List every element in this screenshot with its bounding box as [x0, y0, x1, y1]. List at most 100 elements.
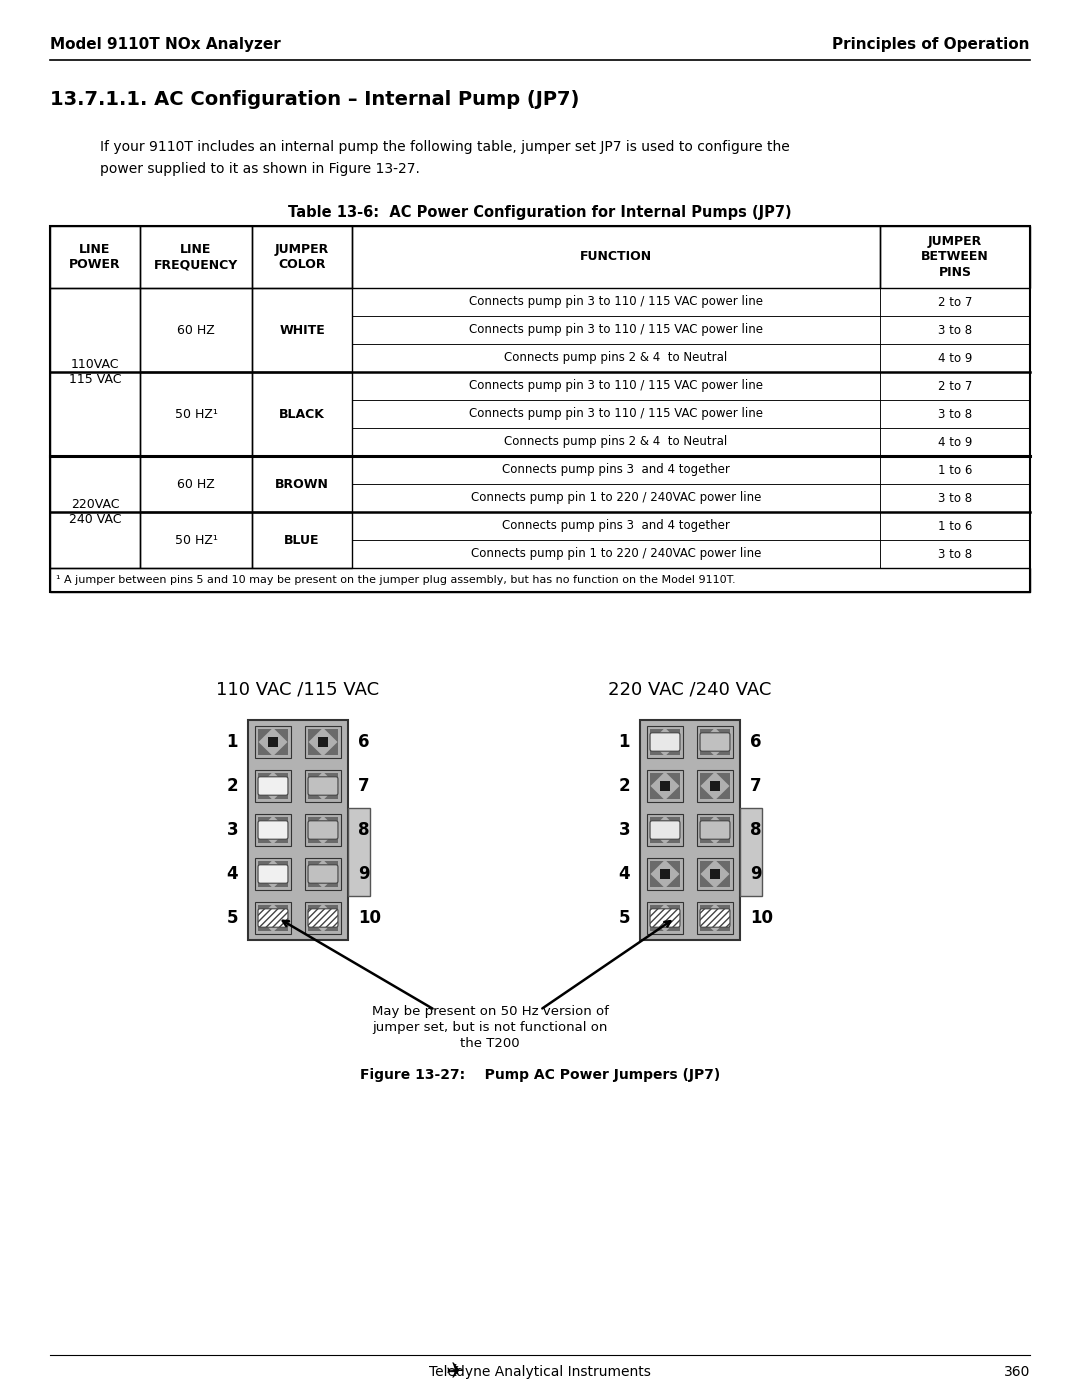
- Polygon shape: [650, 905, 664, 918]
- Bar: [352, 541, 880, 569]
- Bar: [255, 814, 291, 847]
- Text: Table 13-6:  AC Power Configuration for Internal Pumps (JP7): Table 13-6: AC Power Configuration for I…: [288, 205, 792, 219]
- Text: 10: 10: [750, 909, 773, 928]
- Text: 3 to 8: 3 to 8: [937, 548, 972, 560]
- FancyBboxPatch shape: [258, 865, 288, 883]
- Text: 9: 9: [750, 865, 761, 883]
- Text: Connects pump pin 3 to 110 / 115 VAC power line: Connects pump pin 3 to 110 / 115 VAC pow…: [469, 408, 762, 420]
- Bar: [647, 858, 683, 890]
- Polygon shape: [666, 830, 680, 842]
- Text: Principles of Operation: Principles of Operation: [833, 36, 1030, 52]
- Text: 2 to 7: 2 to 7: [937, 296, 972, 309]
- Polygon shape: [716, 729, 730, 742]
- Text: 7: 7: [750, 777, 761, 795]
- Bar: [255, 902, 291, 935]
- Polygon shape: [324, 785, 338, 799]
- Text: JUMPER
BETWEEN
PINS: JUMPER BETWEEN PINS: [921, 236, 989, 278]
- Bar: [255, 726, 291, 759]
- Bar: [352, 288, 880, 316]
- Polygon shape: [308, 773, 322, 787]
- Bar: [252, 372, 352, 455]
- Text: 1: 1: [619, 733, 630, 752]
- Polygon shape: [700, 817, 714, 830]
- Polygon shape: [716, 817, 730, 830]
- Text: If your 9110T includes an internal pump the following table, jumper set JP7 is u: If your 9110T includes an internal pump …: [100, 140, 789, 154]
- Text: 3: 3: [227, 821, 238, 840]
- Polygon shape: [716, 873, 730, 887]
- Bar: [880, 372, 1030, 400]
- Bar: [697, 858, 733, 890]
- Bar: [252, 511, 352, 569]
- Bar: [697, 726, 733, 759]
- Text: BLACK: BLACK: [279, 408, 325, 420]
- Text: Connects pump pin 1 to 220 / 240VAC power line: Connects pump pin 1 to 220 / 240VAC powe…: [471, 492, 761, 504]
- Text: 2: 2: [619, 777, 630, 795]
- Bar: [352, 344, 880, 372]
- FancyBboxPatch shape: [308, 777, 338, 795]
- Bar: [50, 226, 1030, 592]
- Text: 1 to 6: 1 to 6: [937, 464, 972, 476]
- Bar: [305, 726, 341, 759]
- Polygon shape: [650, 830, 664, 842]
- Polygon shape: [274, 742, 288, 754]
- Text: jumper set, but is not functional on: jumper set, but is not functional on: [373, 1021, 608, 1034]
- Polygon shape: [716, 773, 730, 787]
- Bar: [660, 869, 671, 879]
- Text: the T200: the T200: [460, 1037, 519, 1051]
- Text: 1: 1: [227, 733, 238, 752]
- Bar: [352, 483, 880, 511]
- Bar: [268, 738, 279, 747]
- Text: Connects pump pins 2 & 4  to Neutral: Connects pump pins 2 & 4 to Neutral: [504, 352, 728, 365]
- Polygon shape: [324, 905, 338, 918]
- Text: 5: 5: [227, 909, 238, 928]
- Polygon shape: [324, 830, 338, 842]
- Text: LINE
FREQUENCY: LINE FREQUENCY: [153, 243, 238, 271]
- Bar: [305, 814, 341, 847]
- FancyBboxPatch shape: [700, 733, 730, 752]
- Text: WHITE: WHITE: [279, 324, 325, 337]
- Polygon shape: [258, 817, 272, 830]
- Polygon shape: [666, 773, 680, 787]
- Polygon shape: [666, 729, 680, 742]
- Polygon shape: [258, 729, 272, 742]
- Bar: [352, 316, 880, 344]
- Polygon shape: [274, 905, 288, 918]
- Text: 110VAC
115 VAC: 110VAC 115 VAC: [69, 358, 121, 386]
- Bar: [740, 807, 762, 895]
- Bar: [252, 455, 352, 511]
- Text: 8: 8: [750, 821, 761, 840]
- Bar: [140, 226, 252, 288]
- Bar: [140, 372, 252, 455]
- Text: ¹ A jumper between pins 5 and 10 may be present on the jumper plug assembly, but: ¹ A jumper between pins 5 and 10 may be …: [56, 576, 735, 585]
- Bar: [305, 770, 341, 802]
- Text: 6: 6: [357, 733, 369, 752]
- Bar: [140, 511, 252, 569]
- Polygon shape: [700, 785, 714, 799]
- Bar: [50, 455, 140, 569]
- Text: FUNCTION: FUNCTION: [580, 250, 652, 264]
- Polygon shape: [700, 905, 714, 918]
- Bar: [352, 511, 880, 541]
- Bar: [647, 902, 683, 935]
- Polygon shape: [274, 817, 288, 830]
- Bar: [880, 427, 1030, 455]
- Text: LINE
POWER: LINE POWER: [69, 243, 121, 271]
- Bar: [348, 807, 370, 895]
- Polygon shape: [716, 830, 730, 842]
- Bar: [255, 858, 291, 890]
- Text: 2 to 7: 2 to 7: [937, 380, 972, 393]
- Polygon shape: [650, 873, 664, 887]
- Text: 3: 3: [619, 821, 630, 840]
- Polygon shape: [324, 873, 338, 887]
- Bar: [352, 427, 880, 455]
- Text: 360: 360: [1003, 1365, 1030, 1379]
- Polygon shape: [650, 773, 664, 787]
- Polygon shape: [716, 742, 730, 754]
- Text: 60 HZ: 60 HZ: [177, 324, 215, 337]
- Text: Figure 13-27:    Pump AC Power Jumpers (JP7): Figure 13-27: Pump AC Power Jumpers (JP7…: [360, 1067, 720, 1083]
- Polygon shape: [700, 773, 714, 787]
- Polygon shape: [324, 817, 338, 830]
- Polygon shape: [650, 861, 664, 875]
- Text: 8: 8: [357, 821, 369, 840]
- Polygon shape: [258, 773, 272, 787]
